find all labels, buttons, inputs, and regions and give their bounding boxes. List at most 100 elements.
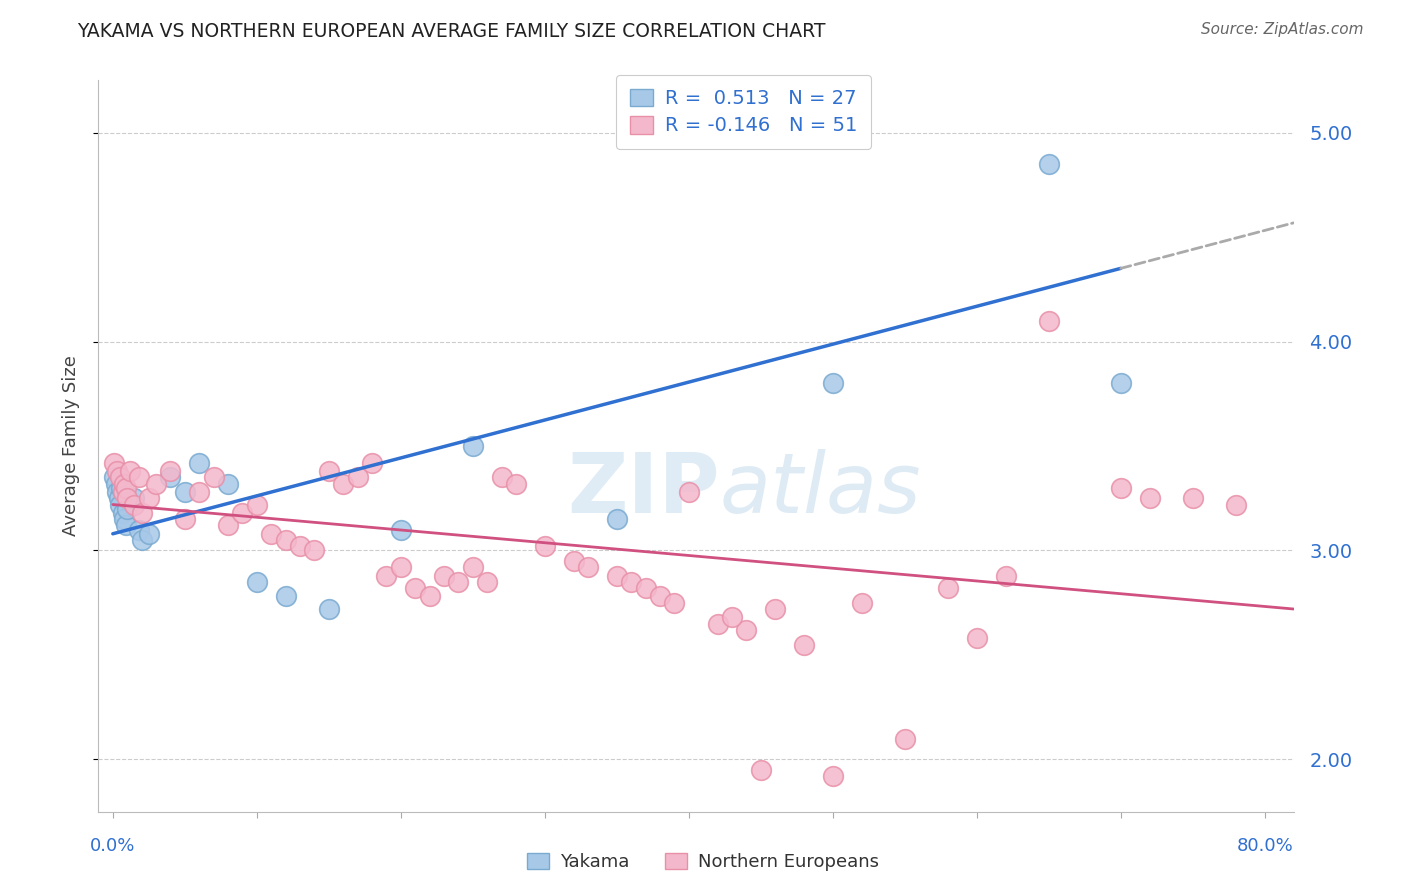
- Point: [936, 581, 959, 595]
- Point: [318, 602, 340, 616]
- Point: [461, 439, 484, 453]
- Point: [389, 523, 412, 537]
- Point: [678, 485, 700, 500]
- Point: [217, 476, 239, 491]
- Point: [159, 470, 181, 484]
- Point: [419, 590, 441, 604]
- Point: [107, 491, 129, 506]
- Point: [112, 512, 135, 526]
- Point: [217, 518, 239, 533]
- Point: [104, 476, 127, 491]
- Point: [231, 506, 253, 520]
- Text: Source: ZipAtlas.com: Source: ZipAtlas.com: [1201, 22, 1364, 37]
- Point: [202, 470, 225, 484]
- Point: [246, 498, 269, 512]
- Point: [375, 568, 398, 582]
- Text: 0.0%: 0.0%: [90, 837, 135, 855]
- Point: [851, 596, 873, 610]
- Point: [634, 581, 657, 595]
- Point: [505, 476, 527, 491]
- Point: [173, 512, 195, 526]
- Point: [821, 376, 844, 391]
- Point: [131, 533, 153, 547]
- Point: [246, 574, 269, 589]
- Point: [105, 485, 128, 500]
- Point: [1139, 491, 1161, 506]
- Legend: R =  0.513   N = 27, R = -0.146   N = 51: R = 0.513 N = 27, R = -0.146 N = 51: [616, 75, 872, 149]
- Legend: Yakama, Northern Europeans: Yakama, Northern Europeans: [520, 846, 886, 879]
- Text: YAKAMA VS NORTHERN EUROPEAN AVERAGE FAMILY SIZE CORRELATION CHART: YAKAMA VS NORTHERN EUROPEAN AVERAGE FAMI…: [77, 22, 825, 41]
- Point: [533, 539, 555, 553]
- Point: [114, 518, 136, 533]
- Text: 80.0%: 80.0%: [1236, 837, 1294, 855]
- Point: [706, 616, 728, 631]
- Text: atlas: atlas: [720, 450, 921, 531]
- Point: [188, 456, 211, 470]
- Point: [749, 763, 772, 777]
- Point: [288, 539, 311, 553]
- Point: [145, 476, 167, 491]
- Point: [1109, 376, 1132, 391]
- Point: [124, 491, 146, 506]
- Point: [1225, 498, 1247, 512]
- Point: [138, 491, 160, 506]
- Point: [108, 498, 131, 512]
- Point: [124, 498, 146, 512]
- Point: [103, 470, 125, 484]
- Point: [721, 610, 744, 624]
- Point: [188, 485, 211, 500]
- Point: [159, 464, 181, 478]
- Point: [664, 596, 686, 610]
- Point: [433, 568, 456, 582]
- Point: [389, 560, 412, 574]
- Point: [1038, 313, 1060, 327]
- Point: [461, 560, 484, 574]
- Point: [274, 590, 297, 604]
- Point: [260, 526, 283, 541]
- Point: [361, 456, 384, 470]
- Point: [821, 769, 844, 783]
- Text: ZIP: ZIP: [568, 450, 720, 531]
- Point: [404, 581, 426, 595]
- Point: [114, 481, 136, 495]
- Point: [966, 632, 988, 646]
- Point: [606, 568, 628, 582]
- Point: [1109, 481, 1132, 495]
- Point: [994, 568, 1017, 582]
- Point: [648, 590, 671, 604]
- Point: [606, 512, 628, 526]
- Point: [105, 464, 128, 478]
- Point: [620, 574, 643, 589]
- Point: [318, 464, 340, 478]
- Point: [763, 602, 786, 616]
- Point: [576, 560, 599, 574]
- Point: [111, 506, 134, 520]
- Point: [173, 485, 195, 500]
- Point: [103, 456, 125, 470]
- Point: [120, 464, 142, 478]
- Point: [111, 485, 134, 500]
- Point: [562, 554, 585, 568]
- Point: [131, 506, 153, 520]
- Point: [477, 574, 499, 589]
- Point: [108, 470, 131, 484]
- Point: [110, 481, 132, 495]
- Point: [1038, 157, 1060, 171]
- Point: [332, 476, 354, 491]
- Y-axis label: Average Family Size: Average Family Size: [62, 356, 80, 536]
- Point: [128, 523, 150, 537]
- Point: [793, 638, 815, 652]
- Point: [112, 476, 135, 491]
- Point: [447, 574, 470, 589]
- Point: [1181, 491, 1204, 506]
- Point: [274, 533, 297, 547]
- Point: [893, 731, 915, 746]
- Point: [346, 470, 368, 484]
- Point: [304, 543, 326, 558]
- Point: [138, 526, 160, 541]
- Point: [128, 470, 150, 484]
- Point: [735, 623, 758, 637]
- Point: [115, 501, 138, 516]
- Point: [491, 470, 513, 484]
- Point: [115, 491, 138, 506]
